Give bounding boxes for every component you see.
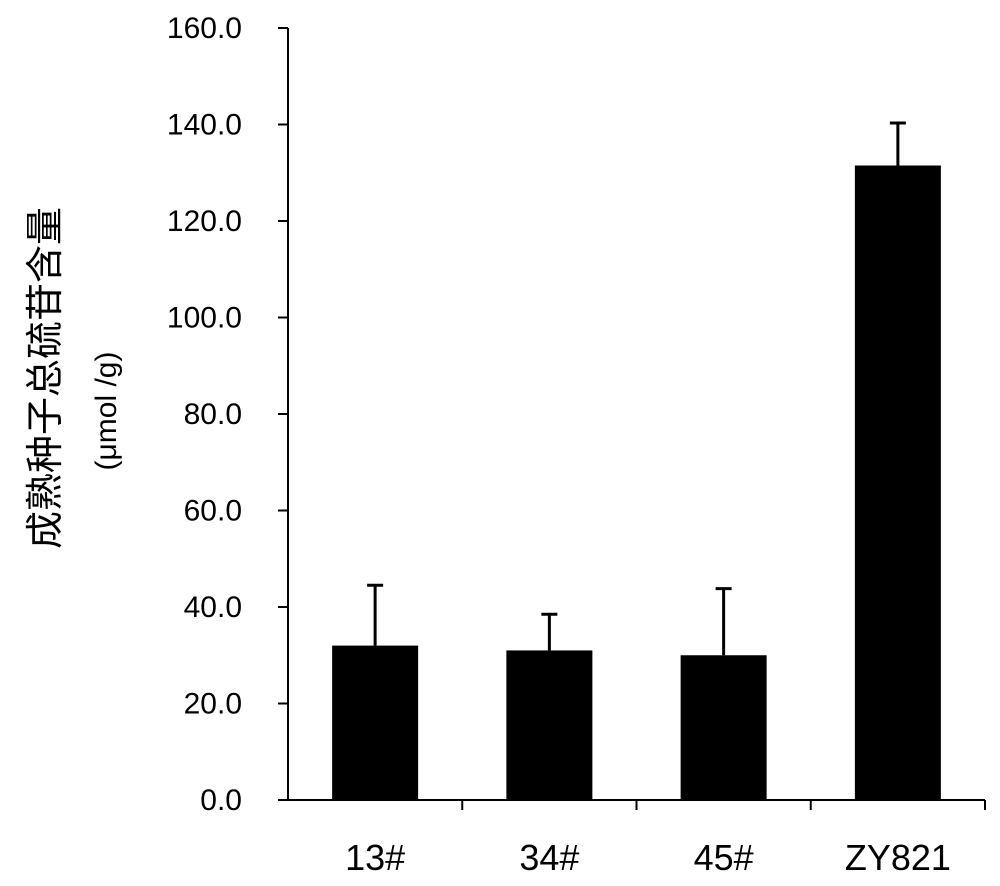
bar — [332, 645, 419, 800]
x-tick-labels: 13# 34# 45# ZY821 — [345, 837, 951, 878]
y-tick-label: 140.0 — [167, 109, 242, 142]
y-tick-label: 80.0 — [184, 398, 242, 431]
bar — [854, 165, 941, 800]
y-axis-title: 成熟种子总硫苷含量 (μmol /g) — [23, 207, 123, 549]
y-tick-label: 40.0 — [184, 591, 242, 624]
x-tick-label: 34# — [519, 837, 579, 878]
bar — [506, 650, 593, 800]
x-tick-label: 45# — [694, 837, 754, 878]
x-tick-label: ZY821 — [845, 837, 951, 878]
bars — [332, 165, 941, 800]
y-axis-unit: (μmol /g) — [90, 352, 123, 471]
error-bars — [367, 121, 906, 656]
y-tick-label: 120.0 — [167, 205, 242, 238]
y-tick-label: 100.0 — [167, 302, 242, 335]
y-axis: 0.0 20.0 40.0 60.0 80.0 100.0 120.0 140.0 160.0 — [167, 12, 289, 817]
bar — [680, 655, 767, 800]
y-tick-label: 60.0 — [184, 495, 242, 528]
x-axis — [288, 799, 986, 810]
y-tick-label: 20.0 — [184, 688, 242, 721]
y-tick-label: 160.0 — [167, 12, 242, 45]
y-tick-label: 0.0 — [200, 784, 242, 817]
x-tick-label: 13# — [345, 837, 405, 878]
y-axis-label: 成熟种子总硫苷含量 — [23, 207, 67, 549]
